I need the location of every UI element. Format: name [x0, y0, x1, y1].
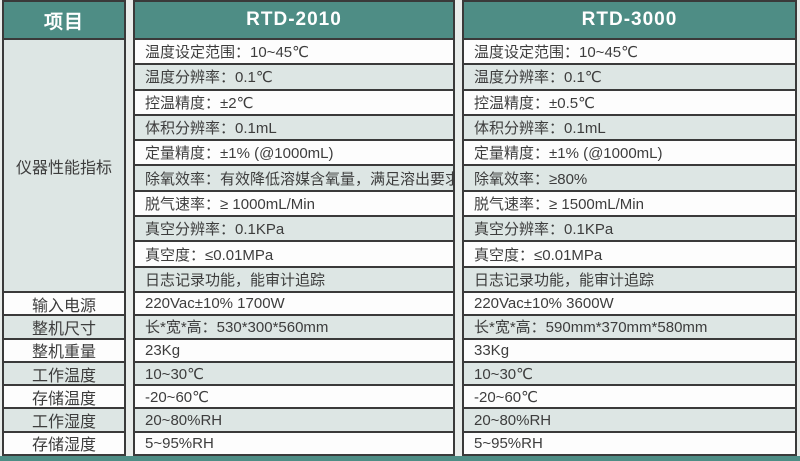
spec-cell: 33Kg — [462, 339, 797, 363]
spec-cell: 脱气速率：≥ 1500mL/Min — [462, 191, 797, 218]
spec-cell: 脱气速率：≥ 1000mL/Min — [133, 191, 455, 218]
performance-group-label: 仪器性能指标 — [2, 40, 126, 293]
items-column: 项目 仪器性能指标 输入电源 整机尺寸 整机重量 工作温度 存储温度 工作湿度 … — [2, 0, 126, 457]
spec-cell: 温度分辨率：0.1℃ — [462, 65, 797, 91]
spec-cell: 体积分辨率：0.1mL — [133, 115, 455, 142]
spec-cell: 20~80%RH — [133, 409, 455, 433]
spec-cell: 除氧效率：有效降低溶媒含氧量，满足溶出要求 — [133, 166, 455, 192]
row-label-working-humidity: 工作湿度 — [2, 409, 126, 433]
row-label-machine-dimensions: 整机尺寸 — [2, 316, 126, 340]
spec-cell: 真空分辨率：0.1KPa — [133, 217, 455, 243]
spec-cell: 220Vac±10% 1700W — [133, 292, 455, 317]
spec-cell: 20~80%RH — [462, 409, 797, 433]
spec-cell: 体积分辨率：0.1mL — [462, 115, 797, 142]
column-header-rtd2010: RTD-2010 — [133, 0, 455, 40]
rtd2010-column: RTD-2010 温度设定范围：10~45℃ 温度分辨率：0.1℃ 控温精度：±… — [133, 0, 455, 457]
row-label-input-power: 输入电源 — [2, 293, 126, 317]
row-label-storage-humidity: 存储湿度 — [2, 432, 126, 457]
row-label-storage-temp: 存储温度 — [2, 386, 126, 410]
spec-cell: 真空度：≤0.01MPa — [133, 242, 455, 268]
row-label-machine-weight: 整机重量 — [2, 339, 126, 363]
spec-cell: 温度设定范围：10~45℃ — [462, 40, 797, 66]
spec-cell: 温度设定范围：10~45℃ — [133, 40, 455, 66]
rtd3000-column: RTD-3000 温度设定范围：10~45℃ 温度分辨率：0.1℃ 控温精度：±… — [462, 0, 797, 457]
spec-cell: 23Kg — [133, 339, 455, 363]
spec-cell: 定量精度：±1% (@1000mL) — [133, 141, 455, 167]
spec-cell: 日志记录功能，能审计追踪 — [133, 267, 455, 293]
spec-cell: 10~30℃ — [462, 362, 797, 387]
spec-cell: 除氧效率：≥80% — [462, 166, 797, 192]
spec-cell: 控温精度：±2℃ — [133, 90, 455, 116]
spec-cell: 温度分辨率：0.1℃ — [133, 65, 455, 91]
spec-cell: 长*宽*高：530*300*560mm — [133, 316, 455, 340]
spec-cell: 真空分辨率：0.1KPa — [462, 217, 797, 243]
spec-cell: 220Vac±10% 3600W — [462, 292, 797, 317]
spec-cell: 5~95%RH — [462, 432, 797, 457]
spec-cell: 5~95%RH — [133, 432, 455, 457]
spec-cell: -20~60℃ — [133, 386, 455, 410]
column-header-rtd3000: RTD-3000 — [462, 0, 797, 40]
spec-cell: 10~30℃ — [133, 362, 455, 387]
spec-cell: -20~60℃ — [462, 386, 797, 410]
spec-cell: 真空度：≤0.01MPa — [462, 242, 797, 268]
spec-cell: 控温精度：±0.5℃ — [462, 90, 797, 116]
spec-cell: 日志记录功能，能审计追踪 — [462, 267, 797, 293]
column-header-items: 项目 — [2, 0, 126, 40]
spec-cell: 定量精度：±1% (@1000mL) — [462, 141, 797, 167]
spec-cell: 长*宽*高：590mm*370mm*580mm — [462, 316, 797, 340]
row-label-working-temp: 工作温度 — [2, 362, 126, 387]
